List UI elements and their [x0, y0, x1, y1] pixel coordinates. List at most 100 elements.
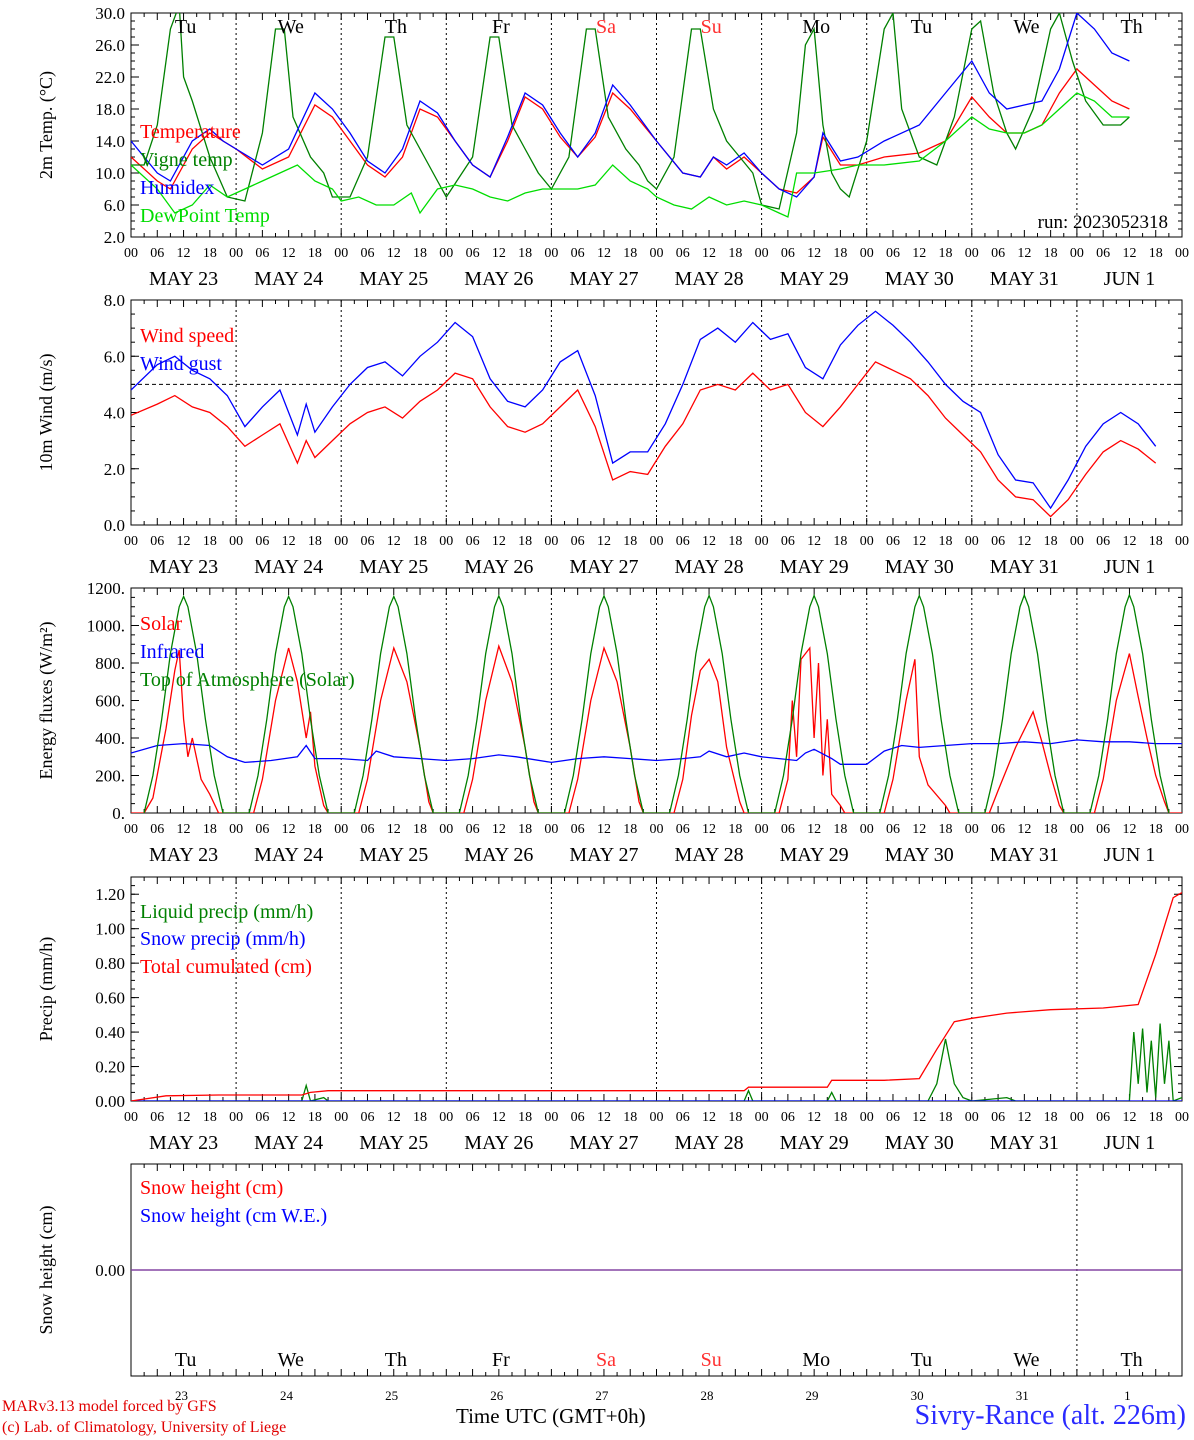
- hour-tick-label: 00: [650, 1110, 664, 1125]
- hour-tick-label: 12: [702, 534, 716, 549]
- hour-tick-label: 18: [623, 1110, 637, 1125]
- y-tick-label: 0.00: [95, 1261, 125, 1280]
- day-name: Th: [385, 1349, 407, 1371]
- y-tick-label: 0.20: [95, 1058, 125, 1077]
- series-line: [131, 891, 1182, 1101]
- day-number: 23: [175, 1388, 188, 1403]
- station-label: Sivry-Rance (alt. 226m): [914, 1400, 1186, 1431]
- day-name: Sa: [596, 16, 616, 38]
- date-label: MAY 28: [675, 1132, 744, 1154]
- day-name: Sa: [596, 1349, 616, 1371]
- day-name: Tu: [911, 16, 933, 38]
- hour-tick-label: 00: [650, 822, 664, 837]
- series-line: [131, 92, 1130, 218]
- y-tick-label: 10.0: [95, 164, 125, 183]
- hour-tick-label: 12: [177, 534, 191, 549]
- hour-tick-label: 00: [124, 822, 138, 837]
- legend-entry: Snow height (cm W.E.): [140, 1205, 327, 1227]
- hour-tick-label: 18: [1149, 246, 1163, 261]
- hour-tick-label: 06: [255, 1110, 269, 1125]
- hour-tick-label: 06: [991, 246, 1005, 261]
- hour-tick-label: 06: [571, 1110, 585, 1125]
- y-tick-label: 26.0: [95, 36, 125, 55]
- hour-tick-label: 00: [755, 1110, 769, 1125]
- hour-tick-label: 18: [728, 1110, 742, 1125]
- hour-tick-label: 12: [912, 534, 926, 549]
- date-label: MAY 27: [569, 844, 638, 866]
- hour-tick-label: 18: [518, 822, 532, 837]
- hour-tick-label: 06: [571, 246, 585, 261]
- hour-tick-label: 18: [939, 246, 953, 261]
- hour-tick-label: 18: [728, 246, 742, 261]
- hour-tick-label: 18: [623, 534, 637, 549]
- date-label: MAY 25: [359, 556, 428, 578]
- hour-tick-label: 18: [833, 822, 847, 837]
- hour-tick-label: 18: [833, 1110, 847, 1125]
- hour-tick-label: 12: [912, 246, 926, 261]
- hour-tick-label: 06: [676, 534, 690, 549]
- hour-tick-label: 06: [991, 534, 1005, 549]
- hour-tick-label: 12: [597, 246, 611, 261]
- hour-tick-label: 18: [518, 246, 532, 261]
- legend-entry: Wind gust: [140, 353, 222, 375]
- run-label: run: 2023052318: [1038, 212, 1168, 233]
- hour-tick-label: 00: [650, 534, 664, 549]
- panel-1: 2.0 6.0 10.0 14.0 18.0 22.0 26.0 30.0 2m Temp. (…: [36, 4, 1189, 290]
- hour-tick-label: 00: [1175, 1110, 1189, 1125]
- hour-tick-label: 00: [334, 822, 348, 837]
- hour-tick-label: 12: [1017, 822, 1031, 837]
- date-label: MAY 26: [464, 268, 533, 290]
- legend-entry: Vigne temp: [140, 149, 233, 171]
- hour-tick-label: 00: [965, 1110, 979, 1125]
- hour-tick-label: 06: [571, 822, 585, 837]
- date-label: MAY 30: [885, 1132, 954, 1154]
- model-credit: MARv3.13 model forced by GFS: [2, 1398, 217, 1415]
- legend-entry: Temperature: [140, 121, 241, 143]
- hour-tick-label: 06: [150, 246, 164, 261]
- hour-tick-label: 06: [676, 246, 690, 261]
- hour-tick-label: 06: [255, 534, 269, 549]
- hour-tick-label: 12: [177, 1110, 191, 1125]
- day-number: 27: [595, 1388, 609, 1403]
- hour-tick-label: 12: [387, 534, 401, 549]
- series-line: [131, 13, 1130, 210]
- legend-entry: Wind speed: [140, 325, 234, 347]
- hour-tick-label: 06: [150, 822, 164, 837]
- date-label: JUN 1: [1104, 556, 1156, 578]
- hour-tick-label: 06: [781, 534, 795, 549]
- hour-tick-label: 00: [544, 822, 558, 837]
- hour-tick-label: 18: [308, 822, 322, 837]
- hour-tick-label: 06: [466, 246, 480, 261]
- legend-entry: Snow height (cm): [140, 1177, 283, 1199]
- y-axis-label: Precip (mm/h): [36, 937, 57, 1041]
- day-name: Tu: [175, 1349, 197, 1371]
- date-label: MAY 27: [569, 556, 638, 578]
- hour-tick-label: 00: [1070, 1110, 1084, 1125]
- hour-tick-label: 12: [492, 1110, 506, 1125]
- y-tick-label: 200.: [95, 767, 125, 786]
- hour-tick-label: 00: [229, 1110, 243, 1125]
- date-label: MAY 23: [149, 268, 218, 290]
- hour-tick-label: 00: [439, 1110, 453, 1125]
- hour-tick-label: 00: [860, 534, 874, 549]
- y-tick-label: 8.0: [104, 291, 125, 310]
- hour-tick-label: 00: [439, 822, 453, 837]
- day-name: Fr: [492, 1349, 510, 1371]
- hour-tick-label: 12: [807, 534, 821, 549]
- hour-tick-label: 12: [387, 822, 401, 837]
- hour-tick-label: 12: [1122, 822, 1136, 837]
- hour-tick-label: 06: [886, 246, 900, 261]
- hour-tick-label: 18: [308, 246, 322, 261]
- hour-tick-label: 00: [334, 246, 348, 261]
- day-name: Mo: [802, 16, 830, 38]
- series-line: [131, 739, 1182, 765]
- hour-tick-label: 06: [886, 1110, 900, 1125]
- hour-tick-label: 00: [755, 534, 769, 549]
- hour-tick-label: 00: [544, 246, 558, 261]
- hour-tick-label: 12: [1017, 1110, 1031, 1125]
- hour-tick-label: 00: [334, 534, 348, 549]
- y-tick-label: 22.0: [95, 68, 125, 87]
- hour-tick-label: 12: [492, 822, 506, 837]
- hour-tick-label: 00: [755, 822, 769, 837]
- date-label: MAY 24: [254, 844, 323, 866]
